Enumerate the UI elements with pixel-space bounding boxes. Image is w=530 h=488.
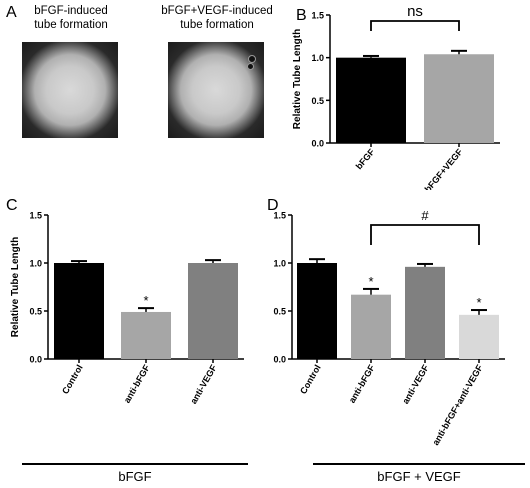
bubble-artifact [248,55,256,63]
micro-label-bfgf-line1: bFGF-induced [34,5,108,17]
group-label: bFGF + VEGF [377,469,460,484]
significance-label: ns [407,3,423,20]
micro-label-bfgf-vegf-line2: tube formation [180,19,254,31]
y-tick-label: 1.5 [29,211,42,221]
y-tick-label: 0.0 [29,355,42,365]
x-tick-label: anti-VEGF [188,363,219,406]
significance-star: * [368,274,373,289]
panel-letter: D [267,197,279,214]
group-label: bFGF [118,469,151,484]
significance-star: * [476,295,481,310]
x-tick-label: bFGF+VEGF [423,146,465,190]
micro-label-bfgf-line2: tube formation [34,19,108,31]
y-tick-label: 0.5 [273,307,286,317]
bar [405,266,445,359]
micro-label-bfgf-vegf: bFGF+VEGF-induced tube formation [158,4,276,32]
y-tick-label: 1.0 [29,259,42,269]
significance-star: * [143,293,148,308]
chart-panel-c: C 0.0 0.5 1.0 1.5 Relative Tube Length Control… [6,197,248,484]
y-axis-label: Relative Tube Length [10,237,21,337]
bar [351,294,391,359]
y-tick-label: 1.5 [273,211,286,221]
y-tick-label: 1.5 [311,11,324,21]
micro-label-bfgf-vegf-line1: bFGF+VEGF-induced [161,5,273,17]
significance-label: # [421,208,429,223]
x-tick-label: bFGF [354,146,377,171]
bar [188,263,238,359]
y-tick-label: 0.5 [311,96,324,106]
micro-label-bfgf: bFGF-induced tube formation [22,4,120,32]
bar [54,263,104,359]
micrograph-bfgf-vegf [168,42,264,138]
significance-bracket [370,224,480,245]
x-tick-label: anti-bFGF [347,363,377,405]
x-tick-label: Control [298,363,323,396]
panel-letter: B [296,7,307,24]
bar [336,57,406,143]
significance-bracket [370,20,460,31]
x-tick-label: anti-VEGF [400,363,431,406]
panel-letter: C [6,197,18,214]
y-tick-label: 0.0 [311,139,324,149]
bar [424,54,494,143]
y-tick-label: 1.0 [311,53,324,63]
panel-letter-a: A [6,4,17,21]
micrograph-bfgf [22,42,118,138]
x-tick-label: Control [60,363,85,396]
y-axis-label: Relative Tube Length [292,29,303,129]
y-tick-label: 0.5 [29,307,42,317]
y-tick-label: 1.0 [273,259,286,269]
bubble-artifact [247,63,254,70]
chart-panel-b: B 0.0 0.5 1.0 1.5 Relative Tube Length bFGF bFG… [292,3,500,190]
x-tick-label: anti-bFGF [122,363,152,405]
bar [459,314,499,359]
bar [297,263,337,359]
x-tick-label: anti-bFGF+anti-VEGF [430,363,485,447]
bar [121,311,171,359]
y-tick-label: 0.0 [273,355,286,365]
